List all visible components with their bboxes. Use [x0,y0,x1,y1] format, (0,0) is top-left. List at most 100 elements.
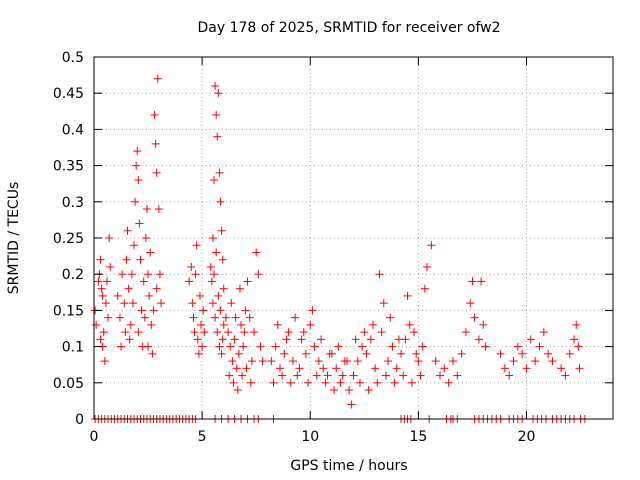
data-point [420,284,429,293]
data-point [373,378,382,387]
data-point [105,234,114,242]
y-tick-label: 0.5 [62,50,84,66]
data-point [242,364,251,373]
data-point [122,255,131,264]
data-point [219,284,228,293]
data-point [390,378,399,387]
data-point [392,364,401,373]
data-point [152,168,161,177]
data-point [94,277,103,286]
data-point [227,299,236,308]
data-point [397,349,406,358]
data-point [375,270,384,279]
data-point [224,328,233,337]
data-point [225,371,234,380]
data-point [142,205,151,214]
y-tick-label: 0 [75,412,84,428]
data-point [217,226,226,235]
data-point [291,313,300,322]
data-point [412,349,421,358]
data-point [505,371,514,380]
data-point [358,342,367,351]
data-point [468,277,477,286]
data-point [100,357,109,366]
data-point [124,284,133,293]
data-point [215,168,224,177]
data-point [207,277,216,286]
data-point [362,349,371,358]
data-point [509,357,518,366]
data-point [199,306,208,315]
data-point [115,313,124,322]
data-point [526,335,535,344]
x-tick-label: 5 [198,429,207,445]
data-point [192,241,201,250]
data-point [386,313,395,322]
data-point [243,277,252,286]
data-point [139,277,148,286]
data-point [189,313,198,322]
data-point [135,219,144,228]
data-point [208,234,217,242]
data-point [314,357,323,366]
data-point [217,349,226,358]
y-tick-label: 0.15 [53,303,84,319]
x-tick-label: 0 [90,429,99,445]
data-point [500,364,509,373]
data-point [565,349,574,358]
data-point [218,335,227,344]
data-point [218,255,227,264]
data-point [193,335,202,344]
data-point [440,364,449,373]
data-point [273,320,282,329]
data-point [99,328,108,337]
data-point [306,320,315,329]
data-point [317,335,326,344]
data-point [275,364,284,373]
y-tick-label: 0.1 [62,340,84,356]
data-point [140,313,149,322]
data-point [214,89,223,98]
data-point [216,306,225,315]
data-point [539,328,548,337]
data-point [388,342,397,351]
data-point [147,320,156,329]
data-point [379,299,388,308]
data-point [312,371,321,380]
data-point [228,357,237,366]
data-point [310,342,319,351]
data-point [267,357,276,366]
data-point [212,248,221,257]
data-point [410,328,419,337]
data-point [97,284,106,293]
data-point [271,342,280,351]
data-point [407,378,416,387]
ticks-layer: 0 0.05 0.1 0.15 0.2 0.25 0.3 0.35 0.4 0.45 0.5 0 5 10… [53,50,613,445]
data-point [416,371,425,380]
data-point [123,226,132,235]
data-point [211,81,220,90]
data-point [118,270,127,279]
data-point [479,320,488,329]
x-tick-label: 10 [301,429,319,445]
data-point [299,328,308,337]
data-point [474,335,483,344]
data-point [102,277,111,286]
data-point [334,342,343,351]
data-point [96,335,105,344]
data-point [531,357,540,366]
data-point [336,378,345,387]
data-point [101,299,110,308]
data-point [191,270,200,279]
data-point [141,234,150,242]
data-point [295,364,304,373]
data-point [197,320,206,329]
data-point [256,342,265,351]
data-point [154,205,163,214]
data-point [132,161,141,170]
data-point [522,364,531,373]
data-point [148,349,157,358]
data-point [113,291,122,300]
data-point [211,313,220,322]
